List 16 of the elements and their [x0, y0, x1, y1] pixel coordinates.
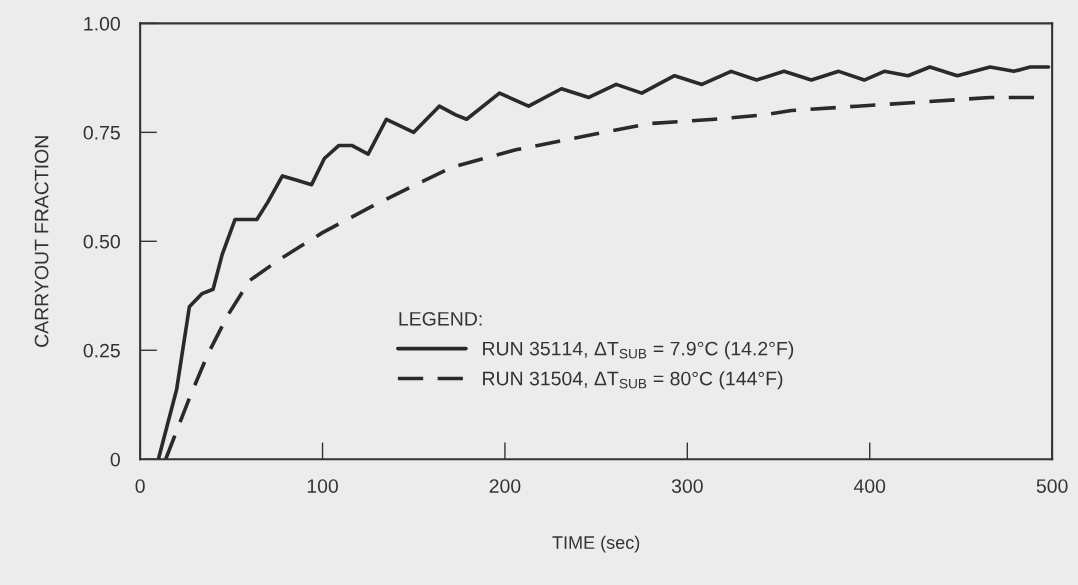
x-tick-label: 300	[671, 479, 703, 493]
x-tick-label: 400	[853, 479, 886, 493]
y-tick-label: 0	[110, 452, 120, 467]
x-tick-label: 100	[307, 479, 338, 493]
y-axis-title: CARRYOUT FRACTION	[34, 136, 49, 347]
y-tick-label: 0.50	[83, 234, 120, 249]
y-tick-label: 0.75	[83, 125, 120, 140]
legend-title: LEGEND:	[399, 311, 482, 326]
x-tick-label: 0	[135, 479, 145, 493]
x-tick-label: 500	[1036, 479, 1068, 493]
legend-label: RUN 35114, ΔT$_{SUB}$ = 7.9°C (14.2°F)	[483, 341, 794, 360]
x-axis-title: TIME (sec)	[552, 535, 640, 553]
y-tick-label: 1.00	[84, 16, 120, 31]
y-tick-label: 0.25	[83, 343, 120, 358]
legend-label: RUN 31504, ΔT$_{SUB}$ = 80°C (144°F)	[483, 371, 783, 390]
x-tick-label: 200	[489, 479, 521, 493]
